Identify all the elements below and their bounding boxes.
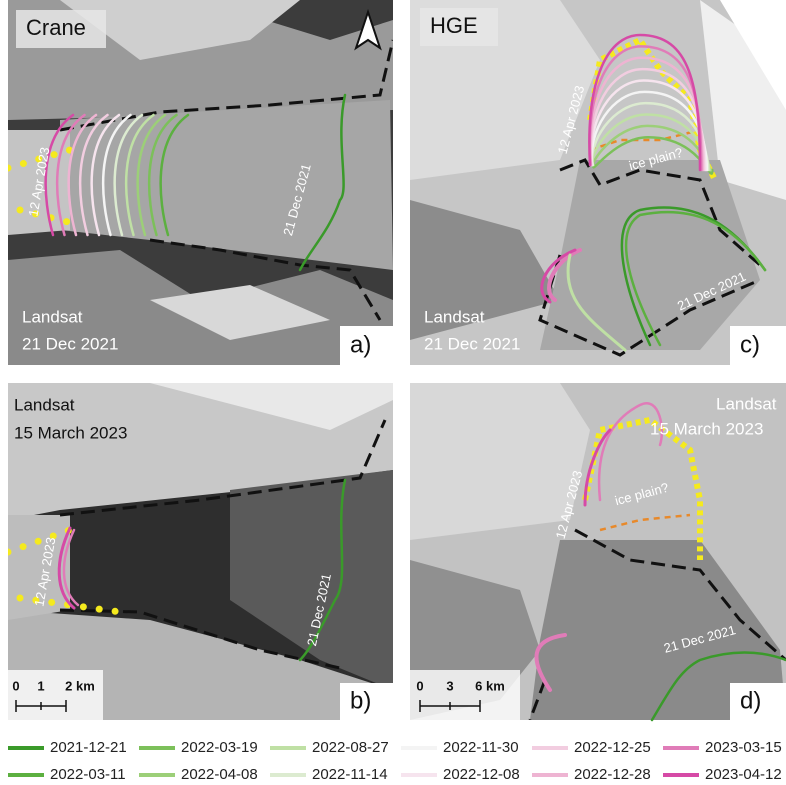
image-date: 21 Dec 2021 xyxy=(424,334,520,353)
scale-label: 1 xyxy=(37,678,44,693)
legend-label: 2022-11-30 xyxy=(443,739,519,756)
image-date: 15 March 2023 xyxy=(650,419,763,438)
figure: Crane Landsat 21 Dec 2021 a) 12 Apr 2023… xyxy=(0,0,786,785)
panel-title: Crane xyxy=(26,15,86,40)
image-date: 21 Dec 2021 xyxy=(22,334,118,353)
scale-label: 2 km xyxy=(65,678,95,693)
image-date: 15 March 2023 xyxy=(14,423,127,442)
image-source: Landsat xyxy=(424,307,485,326)
image-source: Landsat xyxy=(14,395,75,414)
legend-label: 2021-12-21 xyxy=(50,739,127,756)
image-source: Landsat xyxy=(22,307,83,326)
legend-label: 2022-04-08 xyxy=(181,766,258,783)
legend-label: 2022-03-19 xyxy=(181,739,258,756)
legend-label: 2022-03-11 xyxy=(50,766,126,783)
legend: 2021-12-21 2022-03-11 2022-03-19 2022-04-08… xyxy=(8,739,782,783)
panel-title: HGE xyxy=(430,13,478,38)
scale-label: 3 xyxy=(446,678,453,693)
legend-label: 2022-11-14 xyxy=(312,766,388,783)
legend-label: 2022-12-25 xyxy=(574,739,651,756)
scale-label: 6 km xyxy=(475,678,505,693)
legend-label: 2023-04-12 xyxy=(705,766,782,783)
panel-label: a) xyxy=(350,331,371,358)
panel-label: c) xyxy=(740,331,760,358)
legend-label: 2022-12-28 xyxy=(574,766,651,783)
panel-label: d) xyxy=(740,687,761,714)
legend-label: 2023-03-15 xyxy=(705,739,782,756)
panel-label: b) xyxy=(350,687,371,714)
scale-label: 0 xyxy=(12,678,19,693)
legend-label: 2022-08-27 xyxy=(312,739,389,756)
image-source: Landsat xyxy=(716,394,777,413)
legend-label: 2022-12-08 xyxy=(443,766,520,783)
scale-label: 0 xyxy=(416,678,423,693)
